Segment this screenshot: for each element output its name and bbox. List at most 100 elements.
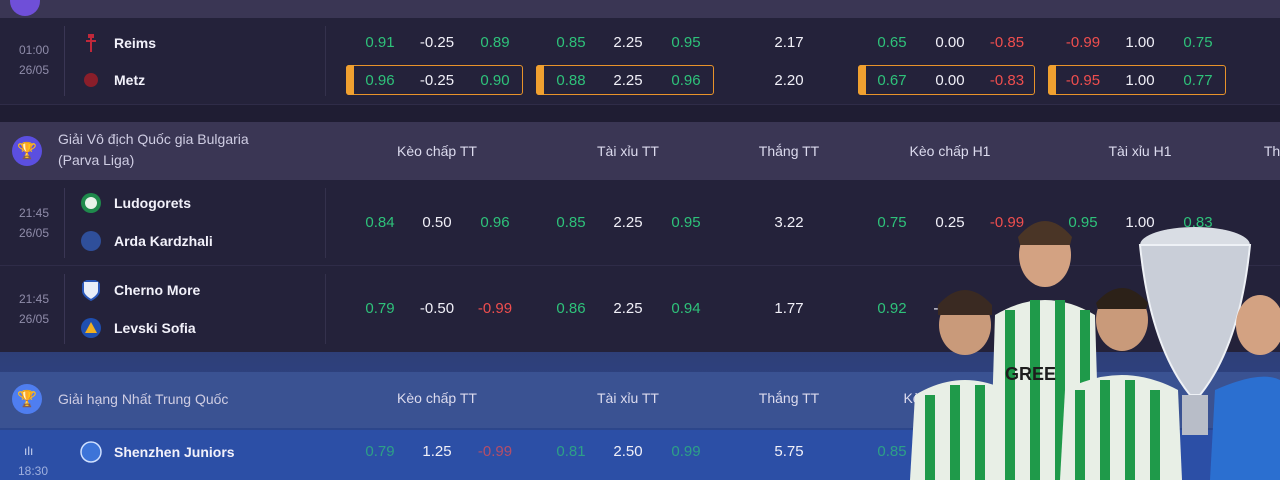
odds-value[interactable]: 0.67 [877, 72, 907, 89]
home-team[interactable]: Shenzhen Juniors [80, 439, 235, 465]
odds-value[interactable]: 0.88 [556, 72, 586, 89]
odds-value[interactable]: 0.96 [480, 214, 510, 231]
odds-value[interactable]: -0.95 [1065, 72, 1101, 89]
odds-value[interactable]: -0.99 [477, 300, 513, 317]
divider [325, 274, 326, 344]
odds-value[interactable]: 0.89 [480, 34, 510, 51]
odds-value[interactable]: 0.86 [556, 300, 586, 317]
odds-value[interactable]: 0.90 [480, 72, 510, 89]
away-team[interactable]: Levski Sofia [80, 315, 196, 341]
live-stats-icon[interactable]: ılı [24, 444, 34, 458]
column-header: Th [1263, 143, 1280, 159]
league-header-top [0, 0, 1280, 18]
column-header: Kèo chấp TT [397, 390, 477, 406]
home-team-name: Cherno More [114, 282, 201, 298]
match-time: 01:00 26/05 [18, 43, 50, 77]
levski-logo-icon [81, 318, 101, 338]
odds-value[interactable]: 1.77 [774, 300, 804, 317]
away-team[interactable]: Arda Kardzhali [80, 228, 213, 254]
odds-value: 2.25 [613, 72, 643, 89]
odds-value[interactable]: 5.75 [774, 443, 804, 460]
odds-value[interactable]: 0.91 [365, 34, 395, 51]
away-team-name: Metz [114, 72, 146, 88]
trophy-icon [10, 0, 40, 16]
odds-value[interactable]: 0.75 [1183, 34, 1213, 51]
home-team[interactable]: Reims [80, 30, 156, 56]
odds-value: 1.25 [422, 443, 452, 460]
odds-value[interactable]: -0.83 [989, 72, 1025, 89]
odds-value: 0.00 [935, 34, 965, 51]
odds-value[interactable]: -0.99 [477, 443, 513, 460]
home-team-name: Shenzhen Juniors [114, 444, 235, 460]
odds-value[interactable]: 0.85 [877, 443, 907, 460]
odds-value: 1.00 [1125, 214, 1155, 231]
promo-players-image: GREE [910, 221, 1280, 480]
league-header-bulgaria[interactable]: 🏆 Giải Vô địch Quốc gia Bulgaria (Parva L… [0, 122, 1280, 180]
sponsor-text: GREE [1005, 364, 1056, 384]
odds-value: 1.00 [1125, 72, 1155, 89]
divider [64, 26, 65, 96]
divider [325, 188, 326, 258]
shenzhen-logo-icon [80, 441, 102, 463]
odds-value: 0.25 [935, 214, 965, 231]
odds-highlight [858, 65, 1035, 95]
odds-value[interactable]: 0.77 [1183, 72, 1213, 89]
column-header: Tài xỉu H1 [1108, 143, 1172, 159]
odds-value[interactable]: 0.84 [365, 214, 395, 231]
column-header: Tài xỉu TT [597, 143, 659, 159]
odds-value: 2.50 [613, 443, 643, 460]
odds-value: 2.25 [613, 300, 643, 317]
odds-value[interactable]: 0.95 [671, 34, 701, 51]
odds-value: 1.00 [1125, 34, 1155, 51]
odds-value[interactable]: -0.99 [989, 214, 1025, 231]
league-name: Giải hạng Nhất Trung Quốc [58, 391, 229, 407]
trophy-icon: 🏆 [12, 136, 42, 166]
odds-value[interactable]: 0.95 [671, 214, 701, 231]
match-time: 21:45 26/05 [18, 206, 50, 240]
odds-value[interactable]: 2.17 [774, 34, 804, 51]
odds-value[interactable]: 2.20 [774, 72, 804, 89]
odds-value: -0.25 [419, 72, 455, 89]
odds-value[interactable]: 0.94 [671, 300, 701, 317]
promo-banner[interactable]: GREE [910, 205, 1280, 480]
metz-logo-icon [84, 73, 98, 87]
odds-value[interactable]: 0.75 [877, 214, 907, 231]
odds-value: 2.25 [613, 214, 643, 231]
trophy-icon: 🏆 [12, 384, 42, 414]
odds-value[interactable]: 0.96 [671, 72, 701, 89]
odds-value[interactable]: 0.95 [1068, 214, 1098, 231]
home-team[interactable]: Ludogorets [80, 190, 191, 216]
match-row-reims-metz[interactable]: 01:00 26/05 Reims Metz 0.91 -0.25 0.89 0.… [0, 18, 1280, 105]
divider [325, 26, 326, 96]
odds-value: 2.25 [613, 34, 643, 51]
odds-value[interactable]: 0.79 [365, 300, 395, 317]
odds-value[interactable]: 0.92 [877, 300, 907, 317]
odds-value[interactable]: -0.99 [1065, 34, 1101, 51]
column-header: Tài xỉu TT [597, 390, 659, 406]
home-team-name: Ludogorets [114, 195, 191, 211]
odds-value: 0.00 [935, 72, 965, 89]
odds-value[interactable]: 0.79 [365, 443, 395, 460]
odds-value[interactable]: 0.65 [877, 34, 907, 51]
odds-value[interactable]: 3.22 [774, 214, 804, 231]
odds-value[interactable]: 0.85 [556, 34, 586, 51]
home-team-name: Reims [114, 35, 157, 51]
home-team[interactable]: Cherno More [80, 277, 200, 303]
match-time: 21:45 26/05 [18, 292, 50, 326]
odds-value[interactable]: 0.83 [1183, 214, 1213, 231]
away-team[interactable]: Metz [80, 67, 145, 93]
odds-value[interactable]: 0.99 [671, 443, 701, 460]
odds-value[interactable]: 0.85 [556, 214, 586, 231]
away-team-name: Levski Sofia [114, 320, 196, 336]
divider [64, 274, 65, 344]
odds-value: 0.50 [422, 214, 452, 231]
odds-highlight [346, 65, 523, 95]
odds-value[interactable]: -0.85 [989, 34, 1025, 51]
odds-value[interactable]: 0.81 [556, 443, 586, 460]
column-header: Thắng TT [758, 390, 820, 406]
cherno-more-logo-icon [82, 280, 100, 301]
match-time: 18:30 [18, 464, 49, 478]
odds-highlight [536, 65, 714, 95]
odds-highlight [1048, 65, 1226, 95]
odds-value[interactable]: 0.96 [365, 72, 395, 89]
